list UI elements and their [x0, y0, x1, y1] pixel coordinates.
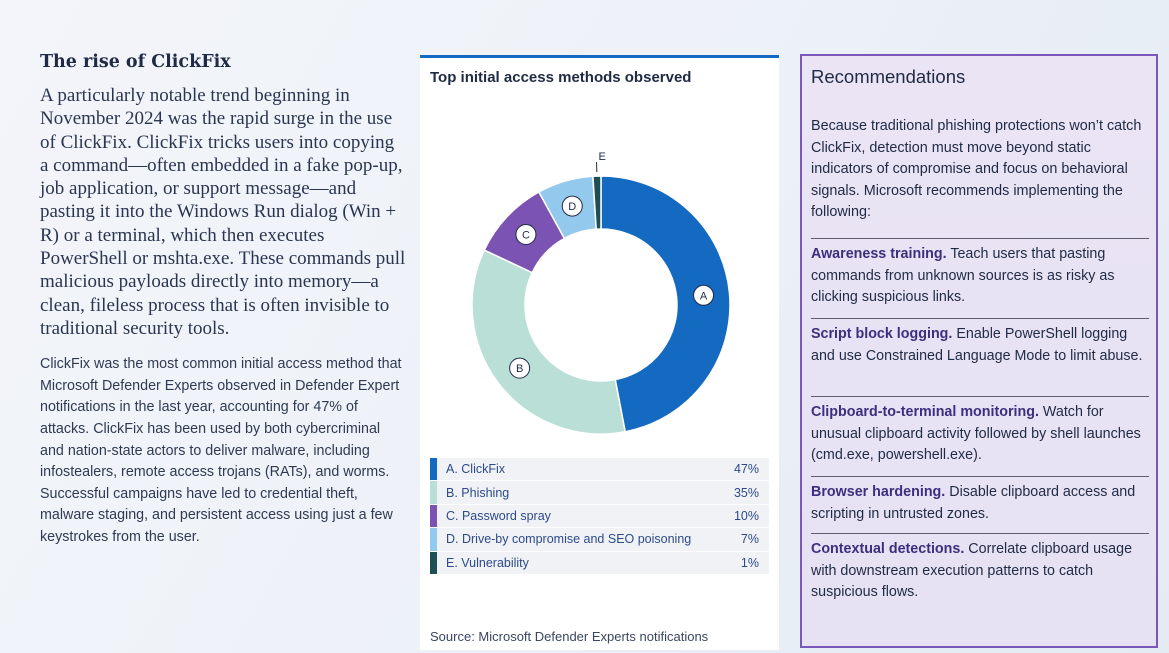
legend-value: 1% — [740, 555, 759, 570]
recommendation-text: Enable PowerShell logging and use Constr… — [811, 326, 1143, 364]
legend-row: A. ClickFix 47% — [430, 458, 769, 482]
chart-legend: A. ClickFix 47% B. Phishing 35% C. Password … — [430, 458, 769, 575]
recommendation-item: Awareness training. Teach users that pas… — [811, 238, 1149, 309]
slice-label-e: E — [599, 151, 606, 163]
recommendations-title: Recommendations — [811, 66, 966, 87]
legend-swatch — [430, 481, 437, 504]
recommendation-text: Watch for unusual clipboard activity fol… — [811, 404, 1141, 464]
chart-card: Top initial access methods observed A B C D… — [420, 55, 779, 650]
recommendation-heading: Awareness training. — [811, 246, 947, 262]
body-paragraph: ClickFix was the most common initial acc… — [40, 356, 402, 546]
legend-row: C. Password spray 10% — [430, 504, 769, 529]
recommendation-heading: Browser hardening. — [811, 484, 946, 500]
legend-label: A. ClickFix — [446, 462, 506, 477]
recommendation-heading: Script block logging. — [811, 326, 953, 342]
donut-slice-a — [600, 175, 731, 433]
donut-slice-b — [471, 249, 627, 435]
legend-value: 35% — [733, 485, 759, 500]
recommendation-text: Disable clipboard access and scripting i… — [811, 484, 1136, 522]
legend-row: D. Drive-by compromise and SEO poisoning… — [430, 528, 769, 552]
slice-label-a: A — [700, 290, 708, 302]
legend-label: E. Vulnerability — [446, 555, 529, 570]
chart-source: Source: Microsoft Defender Experts notif… — [430, 629, 709, 644]
slice-marker-d — [561, 195, 583, 217]
slice-marker-b — [509, 357, 531, 379]
legend-value: 10% — [733, 508, 759, 523]
slice-label-c: C — [522, 229, 530, 241]
legend-value: 47% — [733, 462, 759, 477]
recommendation-item: Browser hardening. Disable clipboard acc… — [811, 476, 1149, 525]
lead-paragraph: A particularly notable trend beginning i… — [40, 85, 406, 339]
recommendation-heading: Contextual detections. — [811, 541, 965, 557]
slice-label-b: B — [516, 363, 523, 375]
legend-label: B. Phishing — [446, 485, 510, 500]
donut-slice-e — [592, 175, 602, 230]
legend-swatch — [430, 458, 437, 481]
legend-swatch — [430, 528, 437, 551]
slice-marker-a — [693, 284, 715, 306]
slice-marker-c — [515, 223, 537, 245]
legend-label: D. Drive-by compromise and SEO poisoning — [446, 532, 692, 547]
recommendation-item: Script block logging. Enable PowerShell … — [811, 318, 1149, 367]
article-column: The rise of ClickFix A particularly nota… — [40, 52, 406, 549]
section-title: The rise of ClickFix — [40, 52, 231, 72]
legend-row: B. Phishing 35% — [430, 481, 769, 505]
recommendation-heading: Clipboard-to-terminal monitoring. — [811, 404, 1039, 420]
legend-swatch — [430, 551, 437, 574]
recommendation-item: Clipboard-to-terminal monitoring. Watch … — [811, 396, 1149, 467]
legend-label: C. Password spray — [446, 508, 551, 523]
legend-value: 7% — [740, 532, 759, 547]
recommendations-card: Recommendations Because traditional phis… — [800, 54, 1158, 648]
legend-row: E. Vulnerability 1% — [430, 551, 769, 575]
recommendation-item: Contextual detections. Correlate clipboa… — [811, 533, 1149, 604]
slice-label-d: D — [568, 201, 576, 213]
recommendation-text: Teach users that pasting commands from u… — [811, 246, 1115, 306]
donut-chart: A B C D E — [471, 151, 731, 435]
recommendation-text: Correlate clipboard usage with downstrea… — [811, 541, 1133, 601]
recommendations-intro: Because traditional phishing protections… — [811, 118, 1142, 221]
legend-swatch — [430, 504, 437, 528]
chart-title: Top initial access methods observed — [430, 69, 692, 86]
